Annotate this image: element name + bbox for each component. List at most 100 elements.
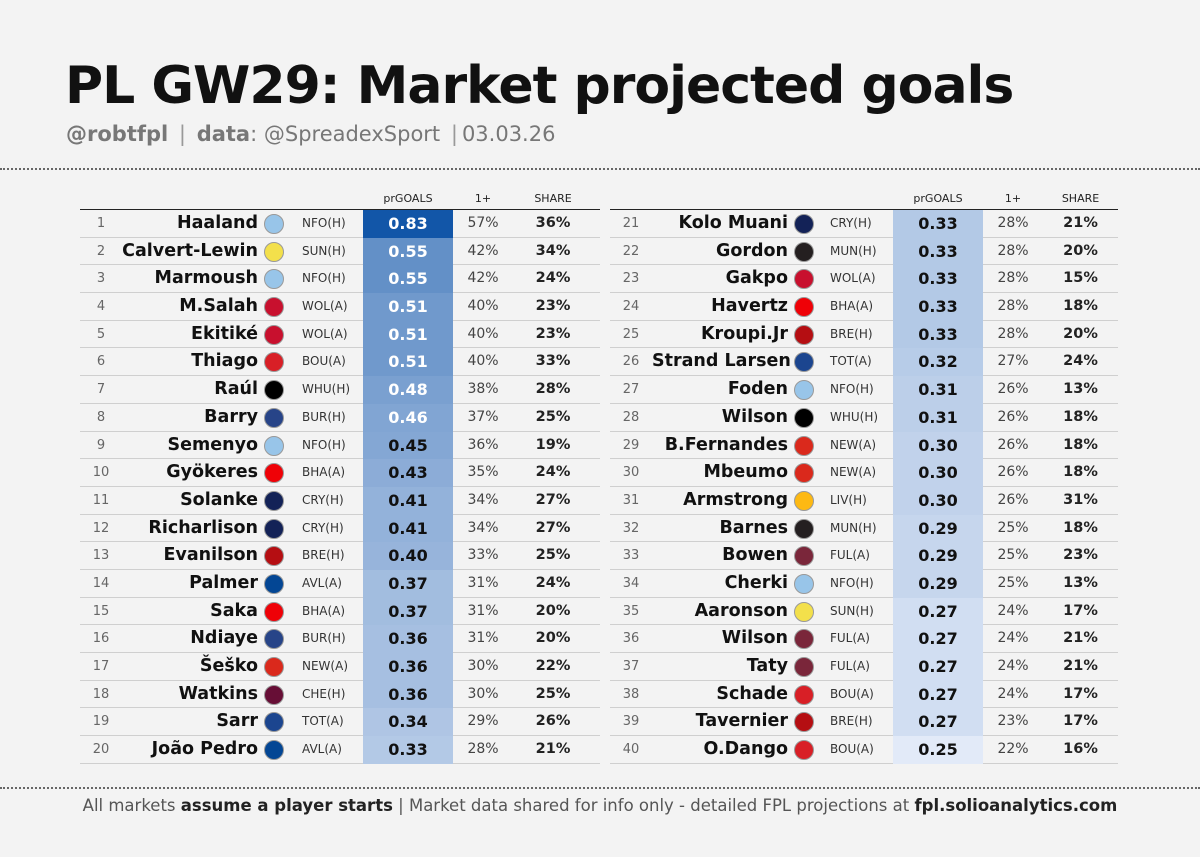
table-right: prGOALS 1+ SHARE 21 Kolo Muani CRY(H) 0.33 2… [610,188,1118,764]
prgoals-cell: 0.41 [363,486,453,515]
share-cell: 24% [535,270,571,287]
player-name: Cherki [724,572,788,593]
share-cell: 13% [1063,381,1098,398]
fixture-cell: BUR(H) [302,409,346,424]
prgoals-cell: 0.27 [893,597,983,626]
fixture-cell: MUN(H) [830,243,877,258]
fixture-cell: SUN(H) [830,603,874,618]
table-row: 15 Saka BHA(A) 0.37 31% 20% [80,597,600,626]
team-crest-icon [794,490,814,511]
team-crest-icon [794,435,814,456]
team-crest-icon [794,214,814,234]
share-cell: 20% [535,602,571,619]
table-row: 18 Watkins CHE(H) 0.36 30% 25% [80,680,600,709]
share-cell: 23% [535,325,571,342]
subtitle-separator: | [450,122,458,146]
data-label: data [196,122,251,146]
prgoals-cell: 0.34 [363,708,453,737]
table-row: 36 Wilson FUL(A) 0.27 24% 21% [610,625,1118,653]
rank-cell: 36 [622,631,640,647]
prgoals-cell: 0.32 [893,348,983,377]
fixture-cell: SUN(H) [302,243,346,258]
prgoals-cell: 0.29 [893,514,983,543]
one-plus-cell: 31% [467,630,499,647]
top-divider [0,168,1200,170]
prgoals-cell: 0.83 [363,210,453,238]
player-name: Sarr [216,711,258,732]
prgoals-cell: 0.51 [363,348,453,377]
share-cell: 21% [1063,630,1098,647]
team-crest-icon [264,601,284,622]
fixture-cell: BUR(H) [302,631,346,646]
player-name: Evanilson [163,545,258,566]
team-crest-icon [794,407,814,428]
rank-cell: 31 [622,492,640,508]
fixture-cell: NFO(H) [302,271,346,286]
rank-cell: 5 [96,326,106,342]
fixture-cell: WOL(A) [830,271,876,286]
prgoals-cell: 0.33 [893,293,983,321]
rank-cell: 23 [622,271,640,287]
one-plus-cell: 28% [467,741,499,758]
share-cell: 23% [1063,547,1098,564]
data-source: : @SpreadexSport [250,122,441,146]
table-row: 29 B.Fernandes NEW(A) 0.30 26% 18% [610,431,1118,460]
one-plus-cell: 31% [467,602,499,619]
team-crest-icon [794,463,814,484]
team-crest-icon [794,629,814,650]
prgoals-cell: 0.36 [363,653,453,681]
table-row: 9 Semenyo NFO(H) 0.45 36% 19% [80,431,600,460]
player-name: Raúl [214,379,258,400]
prgoals-cell: 0.33 [893,265,983,294]
rank-cell: 4 [96,299,106,315]
share-cell: 20% [535,630,571,647]
player-name: João Pedro [151,739,258,760]
one-plus-cell: 28% [997,270,1029,287]
rank-cell: 38 [622,686,640,702]
prgoals-cell: 0.30 [893,431,983,460]
table-row: 39 Tavernier BRE(H) 0.27 23% 17% [610,708,1118,737]
player-name: Solanke [180,489,258,510]
one-plus-cell: 40% [467,298,499,315]
rank-cell: 18 [92,686,110,702]
table-row: 25 Kroupi.Jr BRE(H) 0.33 28% 20% [610,320,1118,349]
fixture-cell: LIV(H) [830,492,867,507]
player-name: Ekitiké [191,323,258,344]
fixture-cell: NEW(A) [830,437,876,452]
prgoals-cell: 0.33 [893,210,983,238]
one-plus-cell: 28% [997,242,1029,259]
share-cell: 21% [1063,215,1098,231]
one-plus-cell: 35% [467,464,499,481]
prgoals-cell: 0.33 [893,320,983,349]
table-row: 26 Strand Larsen TOT(A) 0.32 27% 24% [610,348,1118,377]
team-crest-icon [264,324,284,345]
prgoals-cell: 0.43 [363,459,453,487]
team-crest-icon [264,629,284,650]
prgoals-cell: 0.37 [363,569,453,598]
rank-cell: 20 [92,742,110,758]
table-row: 6 Thiago BOU(A) 0.51 40% 33% [80,348,600,377]
share-cell: 31% [1063,491,1098,508]
share-cell: 18% [1063,464,1098,481]
share-cell: 21% [535,741,571,758]
team-crest-icon [264,297,284,318]
player-name: Šeško [199,656,258,676]
share-cell: 25% [535,408,571,425]
share-cell: 27% [535,491,571,508]
rank-cell: 17 [92,659,110,674]
rank-cell: 7 [96,382,106,398]
player-name: Ndiaye [190,628,258,649]
fixture-cell: CRY(H) [830,216,872,230]
rank-cell: 6 [96,354,106,370]
table-row: 21 Kolo Muani CRY(H) 0.33 28% 21% [610,210,1118,238]
table-row: 32 Barnes MUN(H) 0.29 25% 18% [610,514,1118,543]
rank-cell: 24 [622,299,640,315]
fixture-cell: BOU(A) [830,742,874,757]
share-cell: 20% [1063,325,1098,342]
table-row: 4 M.Salah WOL(A) 0.51 40% 23% [80,293,600,321]
one-plus-cell: 27% [997,353,1029,370]
table-row: 14 Palmer AVL(A) 0.37 31% 24% [80,569,600,598]
one-plus-cell: 29% [467,713,499,730]
table-row: 20 João Pedro AVL(A) 0.33 28% 21% [80,736,600,764]
table-row: 10 Gyökeres BHA(A) 0.43 35% 24% [80,459,600,487]
